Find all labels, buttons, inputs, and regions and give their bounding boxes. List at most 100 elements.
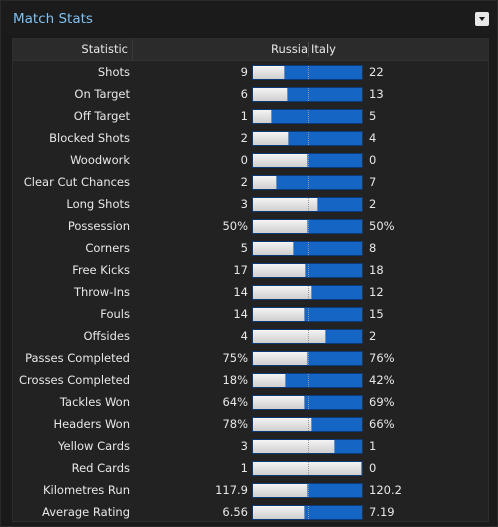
midpoint-marker xyxy=(308,484,309,497)
column-header-home-team[interactable]: Russia xyxy=(271,42,308,56)
away-value: 120.2 xyxy=(369,483,402,497)
stat-row: Kilometres Run 117.9 120.2 xyxy=(13,479,488,501)
panel-title: Match Stats xyxy=(13,11,93,27)
comparison-bar xyxy=(252,307,363,322)
home-value: 14 xyxy=(233,285,248,299)
home-share-fill xyxy=(253,132,289,145)
midpoint-marker xyxy=(308,396,309,409)
home-value: 4 xyxy=(240,329,248,343)
comparison-bar xyxy=(252,285,363,300)
stat-label: Offsides xyxy=(83,329,130,343)
comparison-bar xyxy=(252,241,363,256)
home-share-fill xyxy=(253,110,272,123)
home-share-fill xyxy=(253,176,277,189)
stat-row: Blocked Shots 2 4 xyxy=(13,127,488,149)
stat-row: Red Cards 1 0 xyxy=(13,457,488,479)
stat-label: Free Kicks xyxy=(72,263,130,277)
home-value: 50% xyxy=(222,219,248,233)
column-header-away-team[interactable]: Italy xyxy=(311,42,336,56)
away-value: 2 xyxy=(369,329,377,343)
stat-row: Woodwork 0 0 xyxy=(13,149,488,171)
stat-label: Clear Cut Chances xyxy=(23,175,130,189)
comparison-bar xyxy=(252,373,363,388)
away-value: 7.19 xyxy=(369,505,395,519)
away-value: 76% xyxy=(369,351,395,365)
home-share-fill xyxy=(253,242,295,255)
comparison-bar xyxy=(252,175,363,190)
stat-label: Red Cards xyxy=(71,461,130,475)
home-share-fill xyxy=(253,330,327,343)
home-value: 3 xyxy=(240,439,248,453)
home-share-fill xyxy=(253,440,335,453)
midpoint-marker xyxy=(308,88,309,101)
home-value: 6 xyxy=(240,87,248,101)
comparison-bar xyxy=(252,263,363,278)
stat-row: Throw-Ins 14 12 xyxy=(13,281,488,303)
midpoint-marker xyxy=(308,418,309,431)
stat-label: Possession xyxy=(67,219,130,233)
home-value: 3 xyxy=(240,197,248,211)
midpoint-marker xyxy=(308,242,309,255)
away-value: 12 xyxy=(369,285,384,299)
home-share-fill xyxy=(253,462,362,475)
comparison-bar xyxy=(252,219,363,234)
home-share-fill xyxy=(253,352,308,365)
home-value: 2 xyxy=(240,131,248,145)
away-value: 0 xyxy=(369,153,377,167)
stat-row: Yellow Cards 3 1 xyxy=(13,435,488,457)
comparison-bar xyxy=(252,329,363,344)
midpoint-marker xyxy=(308,198,309,211)
stat-label: Crosses Completed xyxy=(19,373,130,387)
stat-row: Clear Cut Chances 2 7 xyxy=(13,171,488,193)
header-divider xyxy=(308,42,309,57)
midpoint-marker xyxy=(308,308,309,321)
comparison-bar xyxy=(252,439,363,454)
table-header: Statistic Russia Italy xyxy=(13,39,488,61)
stat-row: Fouls 14 15 xyxy=(13,303,488,325)
away-value: 50% xyxy=(369,219,395,233)
stat-row: Passes Completed 75% 76% xyxy=(13,347,488,369)
comparison-bar xyxy=(252,461,363,476)
panel-titlebar: Match Stats xyxy=(1,1,497,35)
away-value: 2 xyxy=(369,197,377,211)
stats-table: Statistic Russia Italy Shots 9 22 On Target… xyxy=(12,38,489,522)
home-share-fill xyxy=(253,198,319,211)
stat-label: Kilometres Run xyxy=(42,483,130,497)
stat-label: Blocked Shots xyxy=(49,131,130,145)
midpoint-marker xyxy=(308,264,309,277)
home-value: 1 xyxy=(240,109,248,123)
midpoint-marker xyxy=(308,374,309,387)
stat-label: Fouls xyxy=(100,307,130,321)
home-share-fill xyxy=(253,374,286,387)
midpoint-marker xyxy=(308,440,309,453)
midpoint-marker xyxy=(308,154,309,167)
home-value: 6.56 xyxy=(222,505,248,519)
away-value: 5 xyxy=(369,109,377,123)
panel-menu-dropdown-icon[interactable] xyxy=(475,12,489,26)
home-value: 18% xyxy=(222,373,248,387)
away-value: 0 xyxy=(369,461,377,475)
comparison-bar xyxy=(252,483,363,498)
stat-label: Yellow Cards xyxy=(58,439,130,453)
home-share-fill xyxy=(253,484,308,497)
stat-label: Off Target xyxy=(73,109,130,123)
stat-row: Tackles Won 64% 69% xyxy=(13,391,488,413)
stat-label: Woodwork xyxy=(70,153,130,167)
home-value: 64% xyxy=(222,395,248,409)
column-header-statistic[interactable]: Statistic xyxy=(13,39,133,60)
column-header-statistic-label: Statistic xyxy=(81,42,128,56)
stat-row: Crosses Completed 18% 42% xyxy=(13,369,488,391)
stat-row: Off Target 1 5 xyxy=(13,105,488,127)
away-value: 66% xyxy=(369,417,395,431)
away-value: 13 xyxy=(369,87,384,101)
home-value: 14 xyxy=(233,307,248,321)
midpoint-marker xyxy=(308,176,309,189)
home-value: 117.9 xyxy=(215,483,248,497)
midpoint-marker xyxy=(308,506,309,519)
stat-row: Corners 5 8 xyxy=(13,237,488,259)
away-value: 1 xyxy=(369,439,377,453)
stat-row: On Target 6 13 xyxy=(13,83,488,105)
stat-row: Offsides 4 2 xyxy=(13,325,488,347)
midpoint-marker xyxy=(308,132,309,145)
